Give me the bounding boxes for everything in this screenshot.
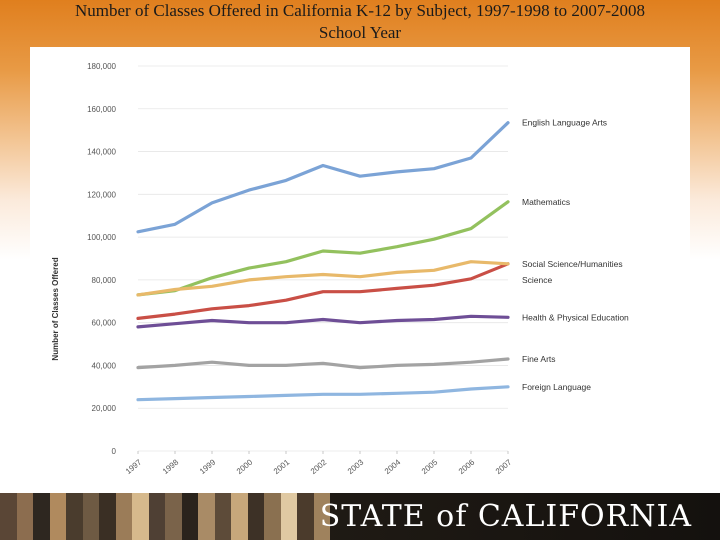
x-tick-label: 2007	[494, 457, 514, 476]
series-line	[136, 200, 510, 297]
series-label: Fine Arts	[522, 354, 556, 364]
slide-title-line-1: Number of Classes Offered in California …	[74, 1, 646, 20]
x-tick-label: 2006	[457, 457, 477, 476]
series-line	[136, 385, 510, 402]
series-label: Social Science/Humanities	[522, 259, 623, 269]
x-tick-label: 2000	[235, 457, 255, 476]
y-tick-label: 100,000	[87, 233, 116, 242]
x-tick-label: 2002	[309, 457, 329, 476]
footer-banner: STATE of CALIFORNIA	[0, 493, 720, 540]
x-tick-label: 2001	[272, 457, 292, 476]
series-labels: English Language Arts Mathematics Social S…	[522, 118, 629, 392]
series-line	[136, 262, 510, 320]
chart-panel: 0 20,000 40,000 60,000 80,000 100,000 120,000 1…	[30, 47, 690, 487]
line-chart: 0 20,000 40,000 60,000 80,000 100,000 120,000 1…	[51, 62, 629, 476]
x-tick-label: 2003	[346, 457, 366, 476]
footer-photo-mosaic	[0, 493, 330, 540]
y-tick-label: 120,000	[87, 190, 116, 199]
y-tick-label: 140,000	[87, 148, 116, 157]
slide-title: Number of Classes Offered in California …	[0, 0, 720, 44]
y-tick-label: 180,000	[87, 62, 116, 71]
x-tick-label: 2004	[383, 457, 403, 476]
y-tick-label: 20,000	[92, 404, 117, 413]
x-tick-label: 1999	[198, 457, 218, 476]
slide-title-line-2: School Year	[318, 23, 402, 42]
y-tick-label: 0	[112, 447, 117, 456]
series-line	[136, 260, 510, 297]
series-label: Science	[522, 275, 553, 285]
series-line	[136, 357, 510, 370]
y-axis: 0 20,000 40,000 60,000 80,000 100,000 120,000 1…	[87, 62, 116, 456]
y-tick-label: 80,000	[92, 276, 117, 285]
y-tick-label: 40,000	[92, 361, 117, 370]
x-tick-label: 2005	[420, 457, 440, 476]
x-tick-label: 1998	[161, 457, 181, 476]
series-label: Mathematics	[522, 197, 570, 207]
y-tick-label: 160,000	[87, 105, 116, 114]
series-label: Health & Physical Education	[522, 312, 629, 322]
series-label: Foreign Language	[522, 382, 591, 392]
x-axis: 1997 1998 1999 2000 2001 2002 2003 2004 2005 2006…	[124, 451, 514, 476]
series-line	[136, 314, 510, 329]
series-label: English Language Arts	[522, 118, 607, 128]
footer-state-name: STATE of CALIFORNIA	[319, 499, 692, 534]
y-tick-label: 60,000	[92, 319, 117, 328]
x-tick-label: 1997	[124, 457, 144, 476]
series-lines	[136, 121, 510, 402]
series-line	[136, 121, 510, 234]
y-axis-label: Number of Classes Offered	[51, 257, 60, 360]
